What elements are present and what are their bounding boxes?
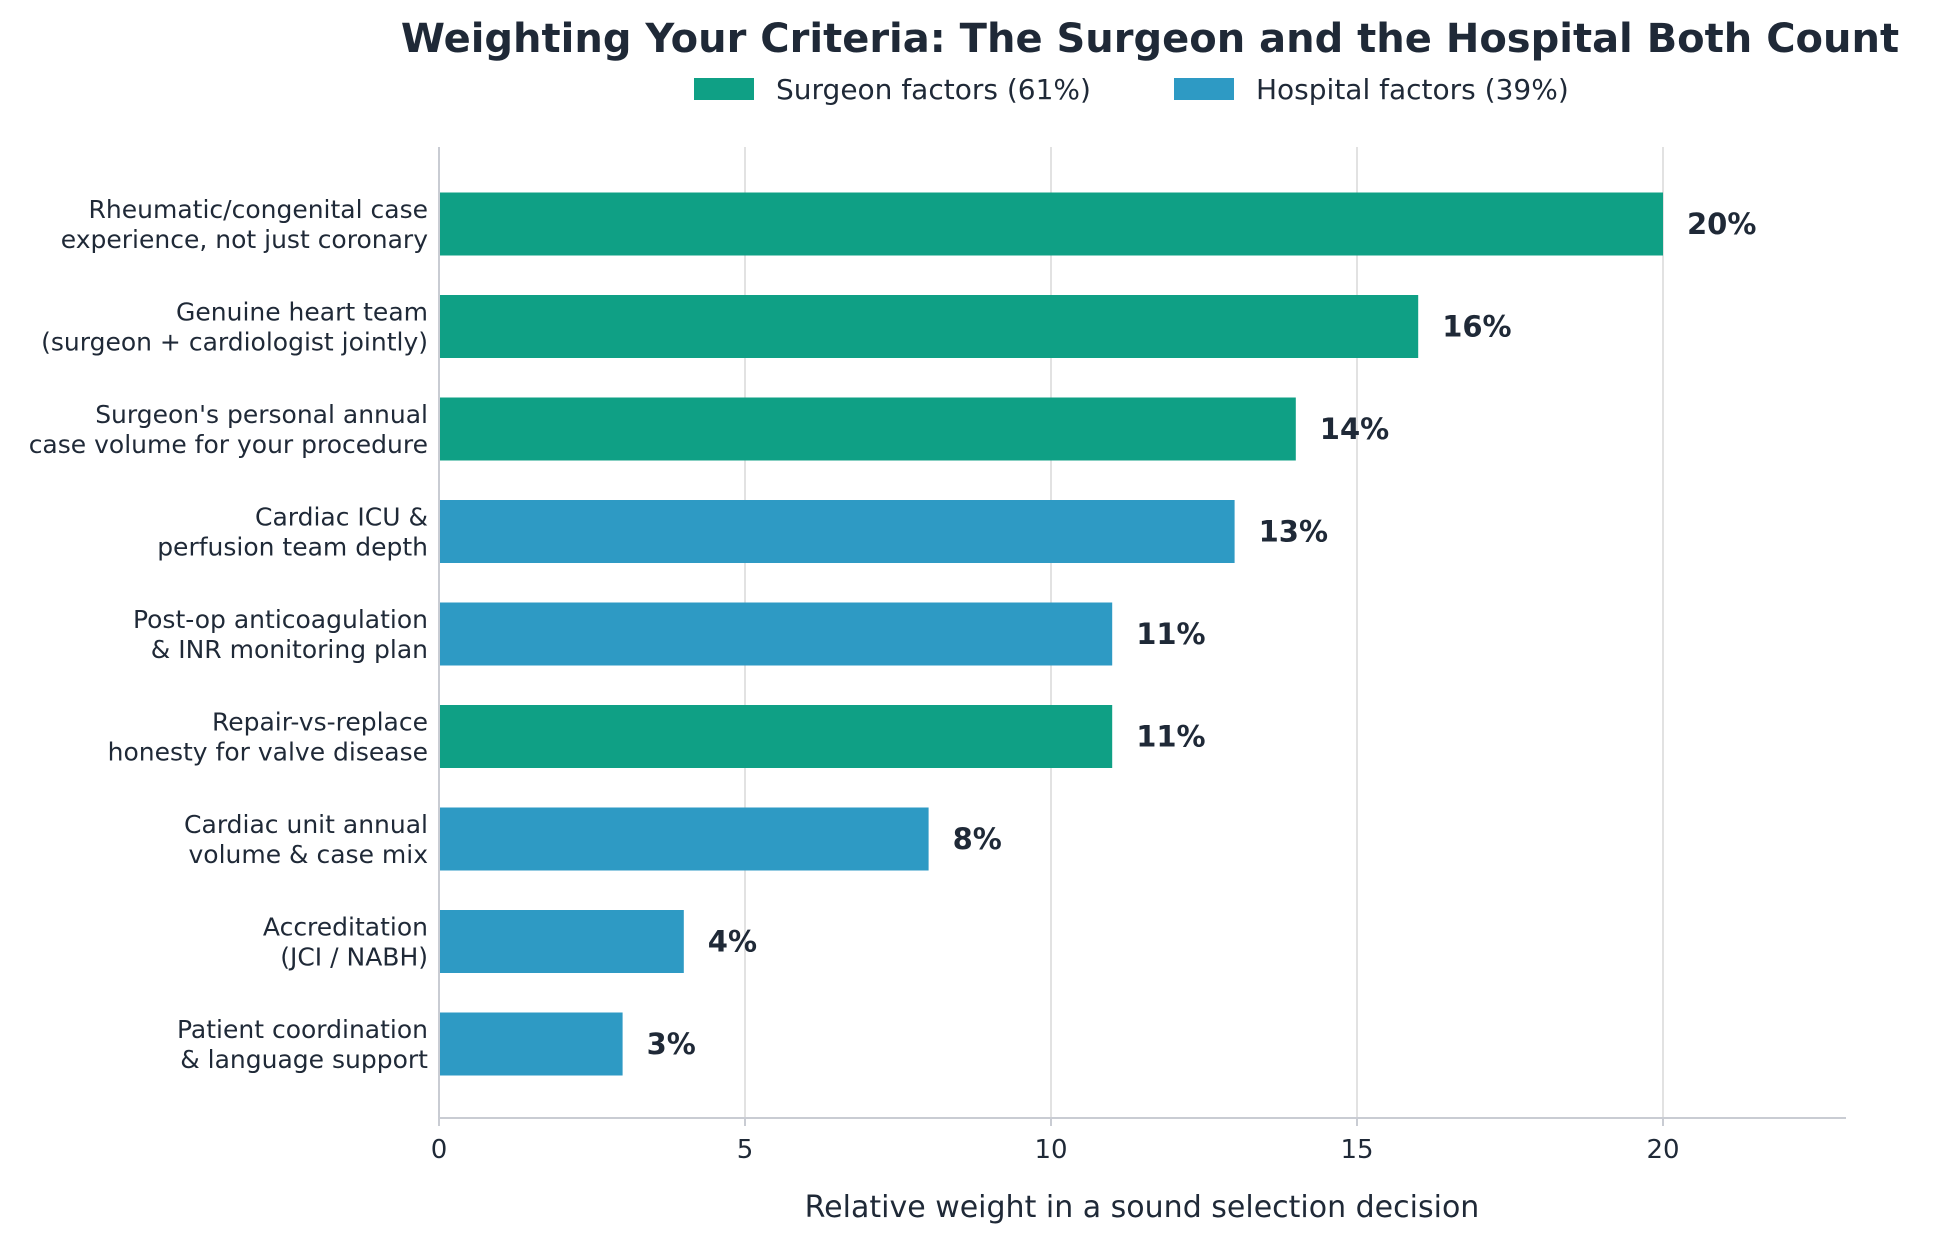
bars: [439, 192, 1663, 1076]
bar-8: [439, 1012, 623, 1076]
bar-3: [439, 500, 1235, 563]
legend: Surgeon factors (61%) Hospital factors (…: [694, 73, 1569, 106]
category-label-line: Genuine heart team: [176, 298, 428, 327]
tick-label-0: 0: [431, 1135, 448, 1165]
value-label-6: 8%: [953, 822, 1002, 856]
value-label-4: 11%: [1136, 617, 1205, 651]
tick-label-5: 5: [737, 1135, 754, 1165]
category-label-1: Genuine heart team (surgeon + cardiologis…: [41, 298, 428, 357]
category-label-4: Post-op anticoagulation & INR monitoring …: [133, 605, 428, 664]
bar-5: [439, 705, 1113, 768]
bar-1: [439, 295, 1419, 358]
category-label-0: Rheumatic/congenital case experience, not…: [61, 195, 428, 254]
category-label-line: Repair-vs-replace: [212, 708, 428, 737]
category-label-line: Cardiac unit annual: [184, 810, 428, 839]
bar-7: [439, 910, 684, 973]
x-axis-title: Relative weight in a sound selection dec…: [805, 1190, 1480, 1225]
category-label-8: Patient coordination & language support: [177, 1015, 428, 1074]
category-label-line: (surgeon + cardiologist jointly): [41, 328, 428, 357]
legend-swatch-hospital: [1174, 78, 1234, 100]
bar-0: [439, 192, 1663, 256]
value-label-1: 16%: [1442, 310, 1511, 344]
legend-label-hospital: Hospital factors (39%): [1256, 73, 1569, 106]
value-labels: 20% 16% 14% 13% 11% 11% 8% 4% 3%: [647, 207, 1757, 1061]
category-label-line: Cardiac ICU &: [255, 503, 428, 532]
bar-2: [439, 397, 1296, 461]
category-label-7: Accreditation (JCI / NABH): [263, 913, 428, 972]
bar-4: [439, 602, 1113, 666]
category-label-line: volume & case mix: [188, 840, 428, 869]
category-label-line: honesty for valve disease: [108, 738, 428, 767]
tick-label-10: 10: [1034, 1135, 1067, 1165]
category-label-line: Rheumatic/congenital case: [89, 195, 428, 224]
category-label-line: perfusion team depth: [157, 533, 428, 562]
category-label-5: Repair-vs-replace honesty for valve disea…: [108, 708, 428, 767]
tick-label-15: 15: [1340, 1135, 1373, 1165]
category-label-line: Patient coordination: [177, 1015, 428, 1044]
category-label-line: Accreditation: [263, 913, 428, 942]
chart-title: Weighting Your Criteria: The Surgeon and…: [401, 16, 1899, 62]
category-label-line: & language support: [180, 1045, 428, 1074]
category-label-3: Cardiac ICU & perfusion team depth: [157, 503, 428, 562]
value-label-5: 11%: [1136, 720, 1205, 754]
category-label-line: Post-op anticoagulation: [133, 605, 428, 634]
value-label-3: 13%: [1259, 515, 1328, 549]
value-label-8: 3%: [647, 1027, 696, 1061]
category-label-6: Cardiac unit annual volume & case mix: [184, 810, 428, 869]
bar-6: [439, 807, 929, 871]
x-ticks: 0 5 10 15 20: [431, 1118, 1680, 1165]
category-label-line: Surgeon's personal annual: [95, 400, 428, 429]
legend-label-surgeon: Surgeon factors (61%): [776, 73, 1091, 106]
category-label-line: (JCI / NABH): [280, 943, 428, 972]
category-label-line: & INR monitoring plan: [151, 635, 428, 664]
category-label-line: case volume for your procedure: [29, 430, 428, 459]
value-label-0: 20%: [1687, 207, 1756, 241]
value-label-7: 4%: [708, 925, 757, 959]
category-label-2: Surgeon's personal annual case volume for…: [29, 400, 428, 459]
value-label-2: 14%: [1320, 412, 1389, 446]
legend-swatch-surgeon: [694, 78, 754, 100]
category-label-line: experience, not just coronary: [61, 225, 428, 254]
tick-label-20: 20: [1646, 1135, 1679, 1165]
category-labels: Rheumatic/congenital case experience, not…: [29, 195, 429, 1074]
